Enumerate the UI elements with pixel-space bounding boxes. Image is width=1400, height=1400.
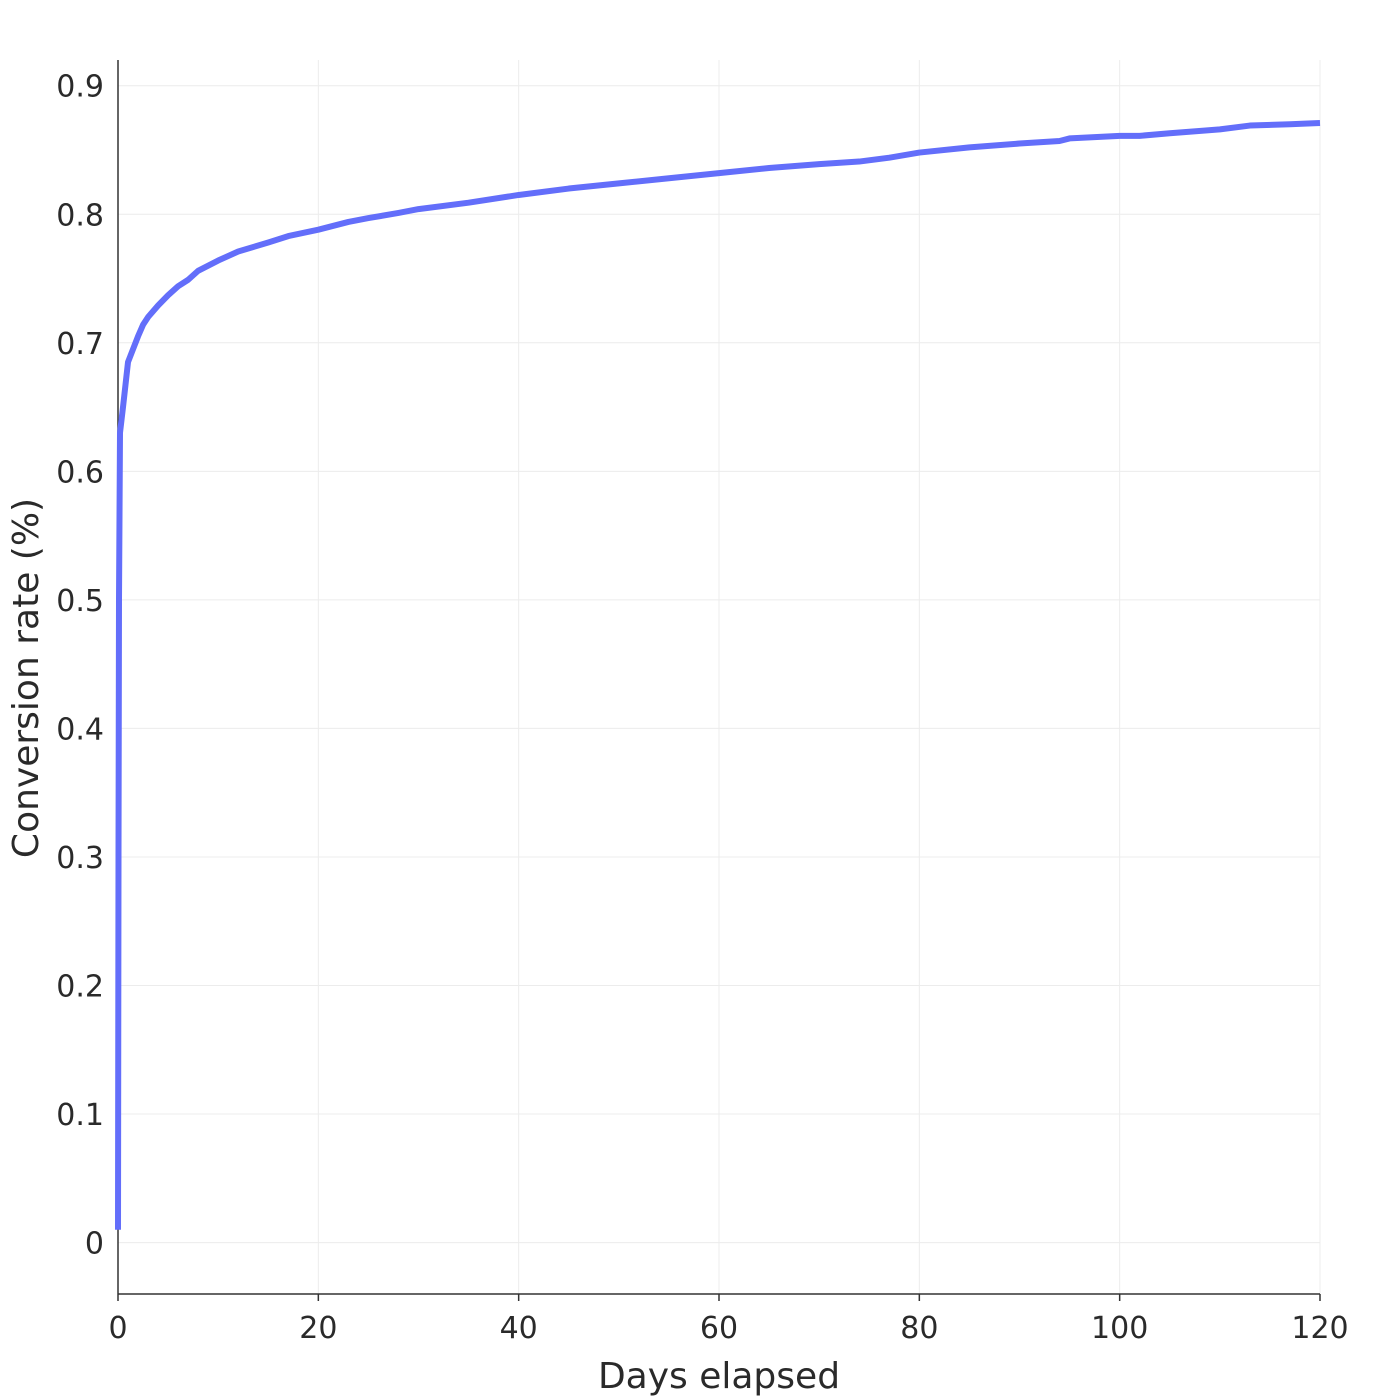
series-layer [115, 119, 1321, 1230]
y-tick-label: 0.7 [56, 327, 104, 362]
y-tick-label: 0.6 [56, 455, 104, 490]
y-tick-label: 0.3 [56, 841, 104, 876]
x-tick-label: 80 [900, 1311, 938, 1346]
y-tick-label: 0.8 [56, 198, 104, 233]
series-line [115, 119, 1321, 1230]
x-axis-title: Days elapsed [598, 1356, 840, 1397]
y-axis-title: Conversion rate (%) [6, 498, 47, 858]
y-tick-label: 0.2 [56, 970, 104, 1005]
tick-labels: 0 20 40 60 80 100 120 0 0.1 0.2 0.3 0.4 0.5 0.6 0.7 0.8… [56, 70, 1348, 1346]
y-tick-label: 0 [85, 1227, 104, 1262]
x-tick-label: 60 [700, 1311, 738, 1346]
x-tick-label: 100 [1091, 1311, 1148, 1346]
y-tick-label: 0.9 [56, 70, 104, 105]
x-tick-label: 120 [1291, 1311, 1348, 1346]
y-tick-label: 0.1 [56, 1098, 104, 1133]
y-tick-label: 0.5 [56, 584, 104, 619]
y-tick-label: 0.4 [56, 712, 104, 747]
x-tick-label: 0 [108, 1311, 127, 1346]
gridlines [118, 60, 1321, 1294]
x-tick-label: 20 [299, 1311, 337, 1346]
x-tick-label: 40 [500, 1311, 538, 1346]
